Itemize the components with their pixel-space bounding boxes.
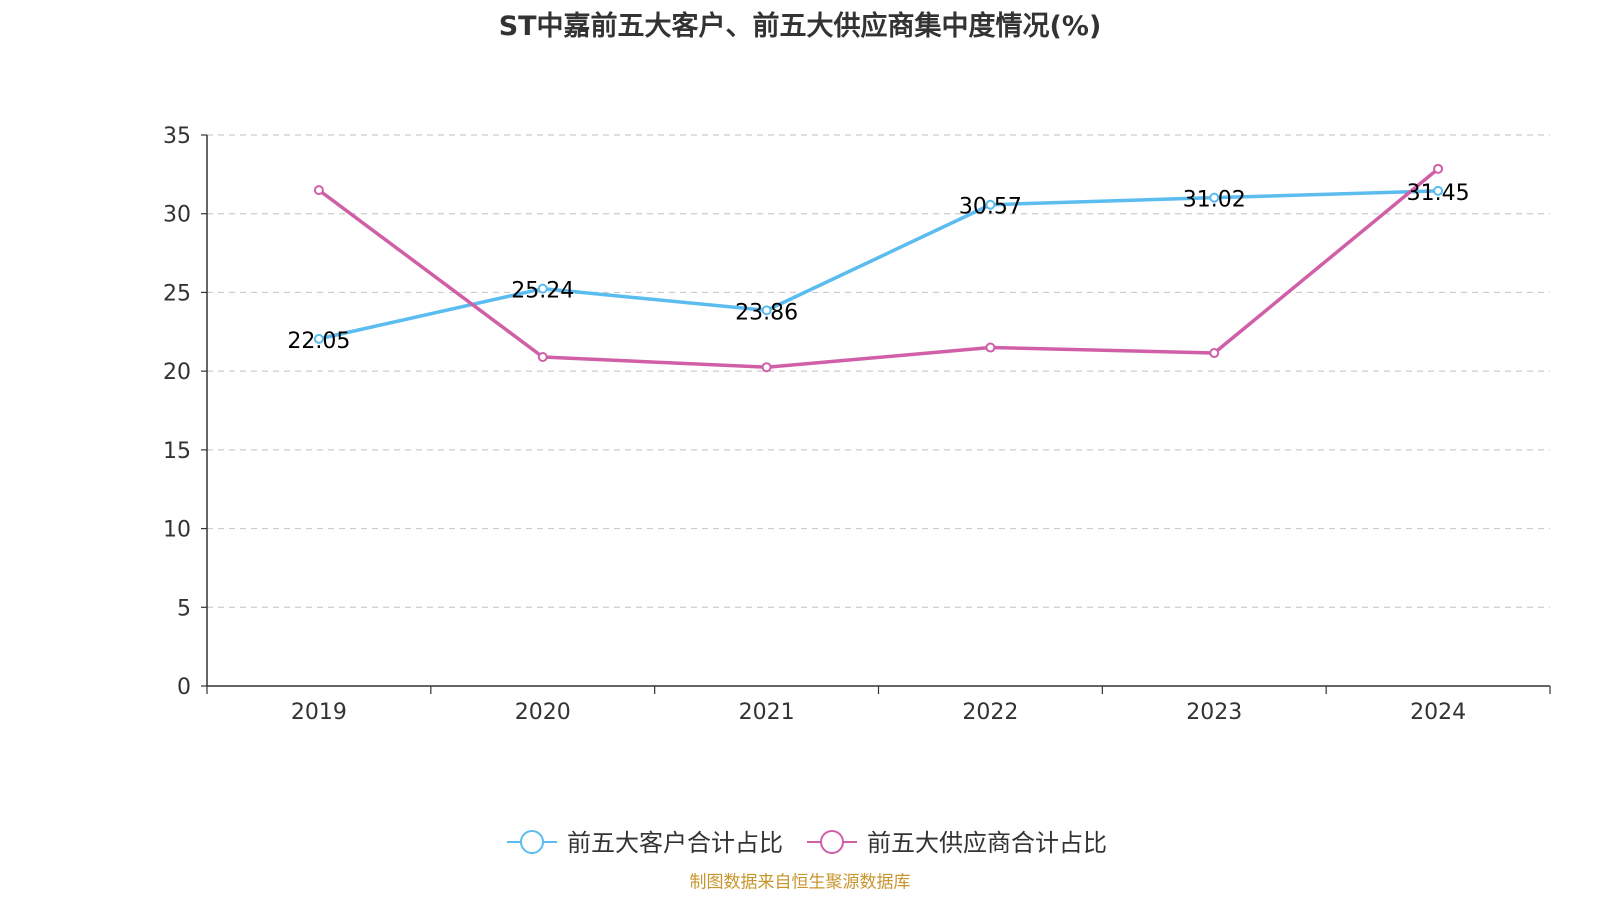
grid-lines	[207, 134, 1550, 608]
y-tick-label: 0	[177, 675, 191, 700]
x-tick-label: 2024	[1410, 700, 1466, 725]
axes: 0 5 10 15 20 25 30 35 2019 2020 2021 2022 2023 2024	[163, 124, 1551, 725]
data-label: 25.24	[511, 279, 574, 304]
legend-item-2[interactable]: 前五大供应商合计占比	[807, 829, 1107, 857]
y-tick-label: 15	[163, 439, 191, 464]
data-point	[985, 199, 996, 210]
y-tick-label: 30	[163, 203, 191, 228]
data-point	[313, 185, 324, 196]
source-note: 制图数据来自恒生聚源数据库	[689, 872, 911, 893]
data-point	[761, 305, 772, 316]
data-label: 22.05	[287, 329, 350, 354]
y-tick-label: 25	[163, 281, 191, 306]
y-tick-label: 20	[163, 360, 191, 385]
legend-marker	[520, 830, 544, 854]
data-label: 31.02	[1183, 188, 1246, 213]
x-tick-label: 2023	[1186, 700, 1242, 725]
data-label: 23.86	[735, 300, 798, 325]
data-point	[1433, 163, 1444, 174]
data-point	[985, 342, 996, 353]
x-tick-label: 2019	[291, 700, 347, 725]
data-point	[537, 351, 548, 362]
x-tick-label: 2022	[962, 700, 1018, 725]
data-point	[313, 333, 324, 344]
x-tick-label: 2020	[515, 700, 571, 725]
y-tick-label: 10	[163, 518, 191, 543]
legend-item-1[interactable]: 前五大客户合计占比	[507, 829, 783, 857]
data-point	[1209, 348, 1220, 359]
data-labels: 22.05 25.24 23.86 30.57 31.02 31.45	[287, 181, 1469, 354]
chart-title: ST中嘉前五大客户、前五大供应商集中度情况(%)	[498, 11, 1102, 42]
series-line-2	[317, 167, 1440, 369]
x-tick-label: 2021	[739, 700, 795, 725]
data-label: 31.45	[1407, 181, 1470, 206]
y-tick-label: 5	[177, 596, 191, 621]
data-point	[537, 283, 548, 294]
y-tick-label: 35	[163, 124, 191, 149]
legend-label: 前五大客户合计占比	[567, 829, 783, 857]
data-point	[761, 362, 772, 373]
legend[interactable]: 前五大客户合计占比 前五大供应商合计占比	[507, 829, 1107, 857]
series-lines	[313, 163, 1444, 373]
legend-label: 前五大供应商合计占比	[867, 829, 1107, 857]
legend-marker	[820, 830, 844, 854]
data-point	[1433, 185, 1444, 196]
series-line-1	[318, 189, 1439, 341]
data-point	[1209, 192, 1220, 203]
data-label: 30.57	[959, 195, 1022, 220]
